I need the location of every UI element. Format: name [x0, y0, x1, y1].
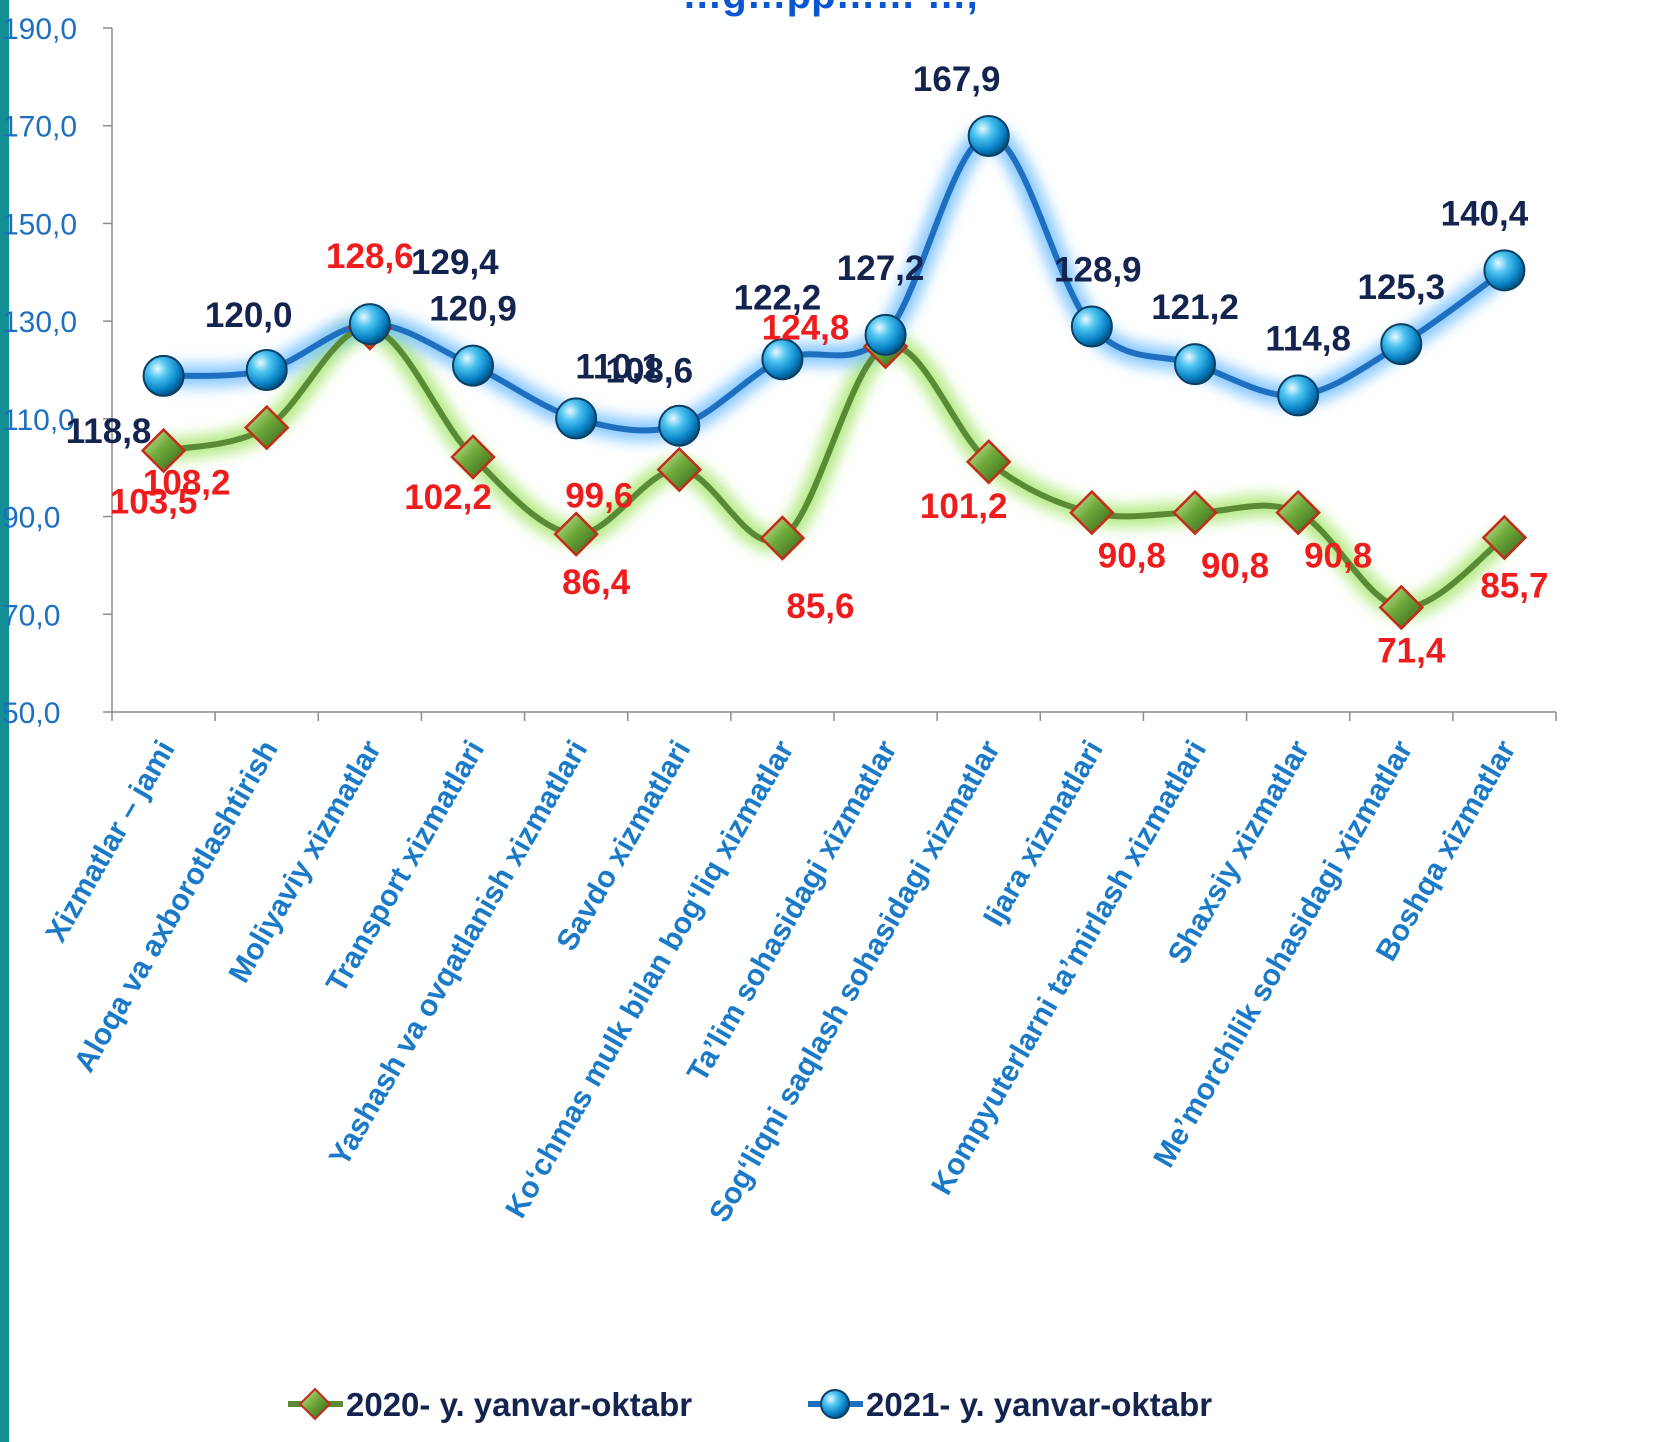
data-label-2021: 114,8	[1265, 319, 1351, 358]
marker-2020	[656, 446, 703, 493]
y-tick-label: 50,0	[2, 697, 60, 730]
legend: 2020- y. yanvar-oktabr 2021- y. yanvar-ok…	[288, 1386, 1212, 1423]
data-label-2020: 90,8	[1098, 537, 1166, 576]
data-label-2021: 140,4	[1441, 194, 1529, 233]
marker-2020	[450, 434, 496, 480]
data-label-2020: 108,2	[143, 464, 231, 503]
y-tick-label: 130,0	[2, 306, 77, 339]
y-tick-label: 170,0	[2, 111, 77, 144]
legend-marker-2020	[298, 1387, 332, 1421]
data-label-2020: 102,2	[404, 478, 492, 517]
legend-label: 2021- y. yanvar-oktabr	[866, 1386, 1212, 1423]
data-label-2021: 122,2	[734, 278, 822, 317]
marker-2021	[1483, 249, 1526, 292]
marker-2021	[452, 344, 494, 387]
data-label-2020: 128,6	[326, 237, 414, 276]
data-label-2021: 120,9	[429, 290, 517, 329]
y-tick-label: 150,0	[2, 208, 77, 241]
y-axis-ticks: 50,0 70,0 90,0 110,0 130,0 150,0 170,0 190,0	[2, 13, 112, 730]
marker-2021	[245, 349, 288, 391]
marker-2021	[1277, 374, 1320, 417]
data-label-2020: 71,4	[1377, 631, 1446, 670]
data-label-2020: 124,8	[762, 309, 850, 348]
series-markers	[140, 114, 1528, 631]
marker-2021	[142, 354, 185, 397]
y-tick-label: 90,0	[2, 502, 60, 535]
marker-2021	[1070, 305, 1113, 348]
y-tick-label: 190,0	[2, 13, 77, 46]
marker-2020	[553, 511, 599, 557]
chart-title: …g…pp…… …,	[682, 0, 978, 17]
x-axis-ticks	[111, 712, 1557, 721]
legend-marker-2021	[820, 1389, 850, 1419]
data-label-2021: 125,3	[1357, 268, 1445, 307]
data-label-2020: 101,2	[920, 487, 1008, 526]
left-accent-bar	[0, 0, 9, 1442]
data-label-2021: 121,2	[1151, 288, 1239, 327]
marker-2021	[761, 338, 804, 381]
marker-2021	[348, 303, 391, 346]
marker-2020	[140, 427, 187, 474]
marker-2021	[864, 313, 907, 356]
data-label-2020: 90,8	[1201, 547, 1269, 586]
data-label-2021: 118,8	[66, 412, 152, 451]
marker-2020	[1378, 584, 1425, 631]
marker-2020	[1069, 489, 1115, 536]
data-label-2021: 167,9	[913, 60, 1001, 99]
data-label-2020: 90,8	[1304, 537, 1372, 576]
y-tick-label: 110,0	[2, 404, 75, 437]
data-label-2020: 103,5	[110, 483, 198, 522]
x-tick-label: Ta’lim sohasidagi xizmatlar	[681, 735, 904, 1088]
data-label-2021: 128,9	[1054, 251, 1142, 290]
marker-2020	[759, 515, 806, 561]
marker-2020	[1481, 514, 1528, 561]
y-tick-label: 70,0	[2, 599, 60, 632]
data-label-2021: 120,0	[205, 296, 293, 335]
marker-2021	[967, 114, 1010, 157]
data-label-2021: 108,6	[605, 352, 693, 391]
data-label-2020: 85,6	[786, 587, 854, 626]
data-label-2020: 86,4	[562, 563, 631, 602]
data-label-2020: 85,7	[1480, 567, 1548, 606]
marker-2021	[555, 397, 598, 440]
data-label-2021: 129,4	[411, 243, 499, 282]
marker-2020	[1172, 489, 1218, 536]
marker-2020	[965, 439, 1012, 485]
marker-2020	[243, 404, 290, 451]
x-tick-label: Aloqa va axborotlashtirish	[68, 735, 285, 1078]
marker-2021	[658, 404, 701, 447]
data-label-2020: 99,6	[565, 477, 633, 516]
marker-2020	[1275, 489, 1321, 536]
marker-2021	[1380, 323, 1423, 366]
data-label-2021: 127,2	[837, 249, 925, 288]
marker-2021	[1174, 343, 1216, 386]
legend-label: 2020- y. yanvar-oktabr	[346, 1386, 692, 1423]
data-label-2021: 110,1	[575, 347, 661, 386]
